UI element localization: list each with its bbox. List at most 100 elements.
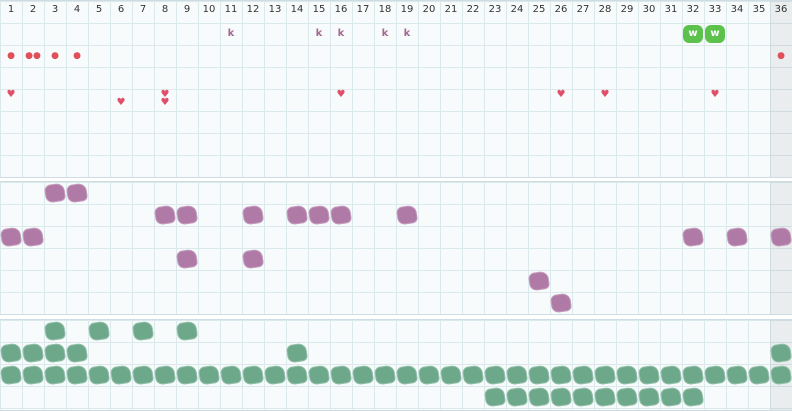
purple-event-blob[interactable]	[241, 248, 265, 270]
column-number: 14	[290, 4, 304, 15]
purple-event-blob[interactable]	[527, 270, 551, 292]
k-marker[interactable]: k	[227, 28, 235, 39]
purple-event-blob[interactable]	[769, 226, 792, 248]
green-event-blob[interactable]	[131, 320, 155, 342]
green-event-blob[interactable]	[725, 364, 749, 386]
drop-icon[interactable]: ●	[73, 51, 81, 61]
heart-icon[interactable]: ♥	[6, 89, 16, 100]
green-event-blob[interactable]	[593, 386, 617, 408]
green-event-blob[interactable]	[175, 364, 199, 386]
green-event-blob[interactable]	[615, 364, 639, 386]
green-event-blob[interactable]	[219, 364, 243, 386]
green-event-blob[interactable]	[87, 364, 111, 386]
column-number: 3	[51, 4, 59, 15]
green-event-blob[interactable]	[571, 364, 595, 386]
column-number: 31	[664, 4, 678, 15]
green-event-blob[interactable]	[21, 342, 45, 364]
green-event-blob[interactable]	[285, 364, 309, 386]
heart-icon[interactable]: ♥	[556, 89, 566, 100]
green-event-blob[interactable]	[549, 386, 573, 408]
green-event-blob[interactable]	[329, 364, 353, 386]
green-event-blob[interactable]	[307, 364, 331, 386]
column-number: 26	[554, 4, 568, 15]
k-marker[interactable]: k	[315, 28, 323, 39]
w-badge[interactable]: w	[705, 25, 725, 43]
green-event-blob[interactable]	[527, 386, 551, 408]
green-event-blob[interactable]	[637, 364, 661, 386]
green-event-blob[interactable]	[659, 386, 683, 408]
green-event-blob[interactable]	[65, 364, 89, 386]
purple-event-blob[interactable]	[43, 182, 67, 204]
purple-event-blob[interactable]	[175, 204, 199, 226]
green-event-blob[interactable]	[109, 364, 133, 386]
purple-event-blob[interactable]	[241, 204, 265, 226]
green-event-blob[interactable]	[637, 386, 661, 408]
purple-event-blob[interactable]	[549, 292, 573, 314]
heart-icon[interactable]: ♥	[160, 97, 170, 108]
purple-event-blob[interactable]	[0, 226, 23, 248]
green-event-blob[interactable]	[0, 342, 23, 364]
purple-event-blob[interactable]	[65, 182, 89, 204]
green-event-blob[interactable]	[65, 342, 89, 364]
green-event-blob[interactable]	[0, 364, 23, 386]
green-event-blob[interactable]	[351, 364, 375, 386]
k-marker[interactable]: k	[337, 28, 345, 39]
heart-icon[interactable]: ♥	[710, 89, 720, 100]
green-event-blob[interactable]	[21, 364, 45, 386]
green-event-blob[interactable]	[681, 386, 705, 408]
green-event-blob[interactable]	[593, 364, 617, 386]
green-event-blob[interactable]	[197, 364, 221, 386]
green-event-blob[interactable]	[483, 386, 507, 408]
green-event-blob[interactable]	[769, 364, 792, 386]
green-event-blob[interactable]	[505, 386, 529, 408]
purple-event-blob[interactable]	[725, 226, 749, 248]
green-event-blob[interactable]	[615, 386, 639, 408]
green-event-blob[interactable]	[417, 364, 441, 386]
green-event-blob[interactable]	[263, 364, 287, 386]
green-event-blob[interactable]	[505, 364, 529, 386]
purple-event-blob[interactable]	[681, 226, 705, 248]
column-number: 32	[686, 4, 700, 15]
drop-icon[interactable]: ●●	[25, 51, 41, 61]
green-event-blob[interactable]	[373, 364, 397, 386]
drop-icon[interactable]: ●	[7, 51, 15, 61]
heart-icon[interactable]: ♥	[600, 89, 610, 100]
drop-icon[interactable]: ●	[777, 51, 785, 61]
purple-event-blob[interactable]	[329, 204, 353, 226]
green-event-blob[interactable]	[285, 342, 309, 364]
green-event-blob[interactable]	[395, 364, 419, 386]
purple-event-blob[interactable]	[175, 248, 199, 270]
heart-icon[interactable]: ♥	[160, 89, 170, 100]
green-event-blob[interactable]	[549, 364, 573, 386]
purple-event-blob[interactable]	[285, 204, 309, 226]
heart-icon[interactable]: ♥	[336, 89, 346, 100]
green-event-blob[interactable]	[241, 364, 265, 386]
green-event-blob[interactable]	[175, 320, 199, 342]
green-event-blob[interactable]	[747, 364, 771, 386]
green-event-blob[interactable]	[87, 320, 111, 342]
green-event-blob[interactable]	[131, 364, 155, 386]
green-event-blob[interactable]	[43, 364, 67, 386]
drop-icon[interactable]: ●	[51, 51, 59, 61]
green-event-blob[interactable]	[153, 364, 177, 386]
green-event-blob[interactable]	[43, 320, 67, 342]
purple-event-blob[interactable]	[21, 226, 45, 248]
green-event-blob[interactable]	[483, 364, 507, 386]
purple-event-blob[interactable]	[153, 204, 177, 226]
green-event-blob[interactable]	[769, 342, 792, 364]
green-event-blob[interactable]	[527, 364, 551, 386]
purple-event-blob[interactable]	[307, 204, 331, 226]
green-event-blob[interactable]	[461, 364, 485, 386]
green-event-blob[interactable]	[681, 364, 705, 386]
k-marker[interactable]: k	[403, 28, 411, 39]
purple-event-blob[interactable]	[395, 204, 419, 226]
green-event-blob[interactable]	[703, 364, 727, 386]
green-event-blob[interactable]	[43, 342, 67, 364]
green-event-blob[interactable]	[571, 386, 595, 408]
column-number: 12	[246, 4, 260, 15]
k-marker[interactable]: k	[381, 28, 389, 39]
heart-icon[interactable]: ♥	[116, 97, 126, 108]
green-event-blob[interactable]	[439, 364, 463, 386]
green-event-blob[interactable]	[659, 364, 683, 386]
w-badge[interactable]: w	[683, 25, 703, 43]
